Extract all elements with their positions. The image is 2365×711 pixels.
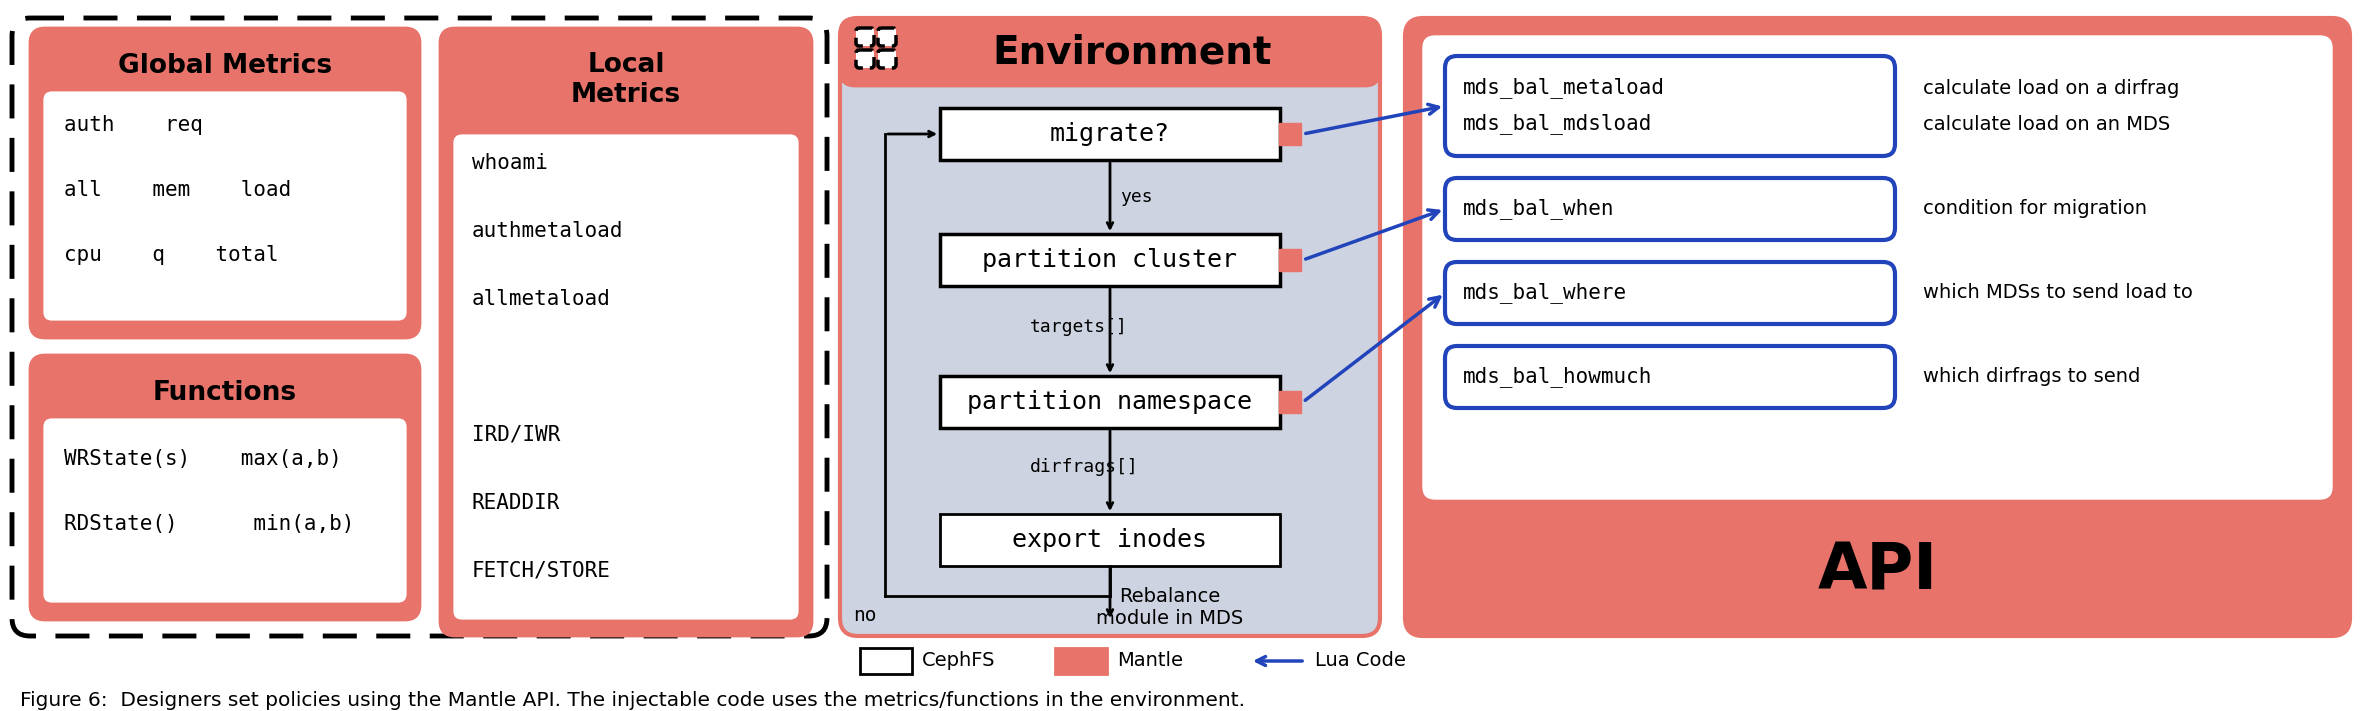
Text: no: no	[854, 606, 877, 625]
Text: Lua Code: Lua Code	[1315, 651, 1405, 670]
Bar	[939, 376, 1279, 428]
Text: authmetaload: authmetaload	[473, 221, 624, 241]
FancyBboxPatch shape	[1405, 18, 2351, 636]
FancyBboxPatch shape	[12, 18, 828, 636]
FancyBboxPatch shape	[1445, 262, 1894, 324]
Text: RDState()      min(a,b): RDState() min(a,b)	[64, 514, 355, 534]
Bar	[1279, 391, 1301, 413]
Bar	[939, 514, 1279, 566]
Text: IRD/IWR: IRD/IWR	[473, 425, 561, 445]
Text: which dirfrags to send: which dirfrags to send	[1923, 368, 2140, 387]
Text: mds_bal_where: mds_bal_where	[1464, 282, 1627, 304]
Bar	[1279, 123, 1301, 145]
Text: export inodes: export inodes	[1012, 528, 1209, 552]
Text: calculate load on an MDS: calculate load on an MDS	[1923, 114, 2171, 134]
Text: API: API	[1816, 540, 1937, 602]
Bar	[1279, 249, 1301, 271]
Text: FETCH/STORE: FETCH/STORE	[473, 561, 610, 581]
FancyBboxPatch shape	[1445, 178, 1894, 240]
FancyBboxPatch shape	[840, 18, 1381, 636]
FancyBboxPatch shape	[877, 28, 896, 46]
Text: allmetaload: allmetaload	[473, 289, 610, 309]
Text: Rebalance
module in MDS: Rebalance module in MDS	[1097, 587, 1244, 629]
Text: which MDSs to send load to: which MDSs to send load to	[1923, 284, 2192, 302]
Text: partition cluster: partition cluster	[981, 248, 1237, 272]
Text: yes: yes	[1121, 188, 1152, 206]
FancyBboxPatch shape	[856, 50, 875, 68]
Text: mds_bal_metaload: mds_bal_metaload	[1464, 77, 1665, 98]
Text: Local
Metrics: Local Metrics	[570, 52, 681, 108]
FancyBboxPatch shape	[1424, 36, 2332, 499]
Text: CephFS: CephFS	[922, 651, 996, 670]
Text: Mantle: Mantle	[1116, 651, 1182, 670]
Text: READDIR: READDIR	[473, 493, 561, 513]
FancyBboxPatch shape	[31, 355, 421, 620]
Text: all    mem    load: all mem load	[64, 180, 291, 200]
Text: migrate?: migrate?	[1050, 122, 1171, 146]
Bar	[1055, 648, 1107, 674]
FancyBboxPatch shape	[440, 28, 811, 636]
Text: Functions: Functions	[154, 380, 298, 406]
Text: Environment: Environment	[993, 33, 1272, 71]
Text: WRState(s)    max(a,b): WRState(s) max(a,b)	[64, 449, 343, 469]
Text: Global Metrics: Global Metrics	[118, 53, 331, 79]
FancyBboxPatch shape	[452, 133, 799, 621]
FancyBboxPatch shape	[1445, 346, 1894, 408]
FancyBboxPatch shape	[877, 50, 896, 68]
FancyBboxPatch shape	[31, 28, 421, 338]
Text: auth    req: auth req	[64, 115, 203, 135]
Text: mds_bal_mdsload: mds_bal_mdsload	[1464, 114, 1653, 134]
Text: calculate load on a dirfrag: calculate load on a dirfrag	[1923, 78, 2181, 97]
Text: cpu    q    total: cpu q total	[64, 245, 279, 265]
Text: mds_bal_when: mds_bal_when	[1464, 198, 1615, 220]
FancyBboxPatch shape	[1445, 56, 1894, 156]
FancyBboxPatch shape	[856, 28, 875, 46]
Text: whoami: whoami	[473, 153, 549, 173]
Text: dirfrags[]: dirfrags[]	[1031, 458, 1140, 476]
FancyBboxPatch shape	[43, 90, 409, 322]
Text: partition namespace: partition namespace	[967, 390, 1253, 414]
Text: Figure 6:  Designers set policies using the Mantle API. The injectable code uses: Figure 6: Designers set policies using t…	[19, 690, 1244, 710]
Text: mds_bal_howmuch: mds_bal_howmuch	[1464, 367, 1653, 387]
FancyBboxPatch shape	[840, 18, 1381, 86]
Bar	[939, 234, 1279, 286]
Text: condition for migration: condition for migration	[1923, 200, 2147, 218]
Text: targets[]: targets[]	[1031, 318, 1128, 336]
FancyBboxPatch shape	[43, 417, 409, 604]
Bar	[861, 648, 913, 674]
Bar	[939, 108, 1279, 160]
